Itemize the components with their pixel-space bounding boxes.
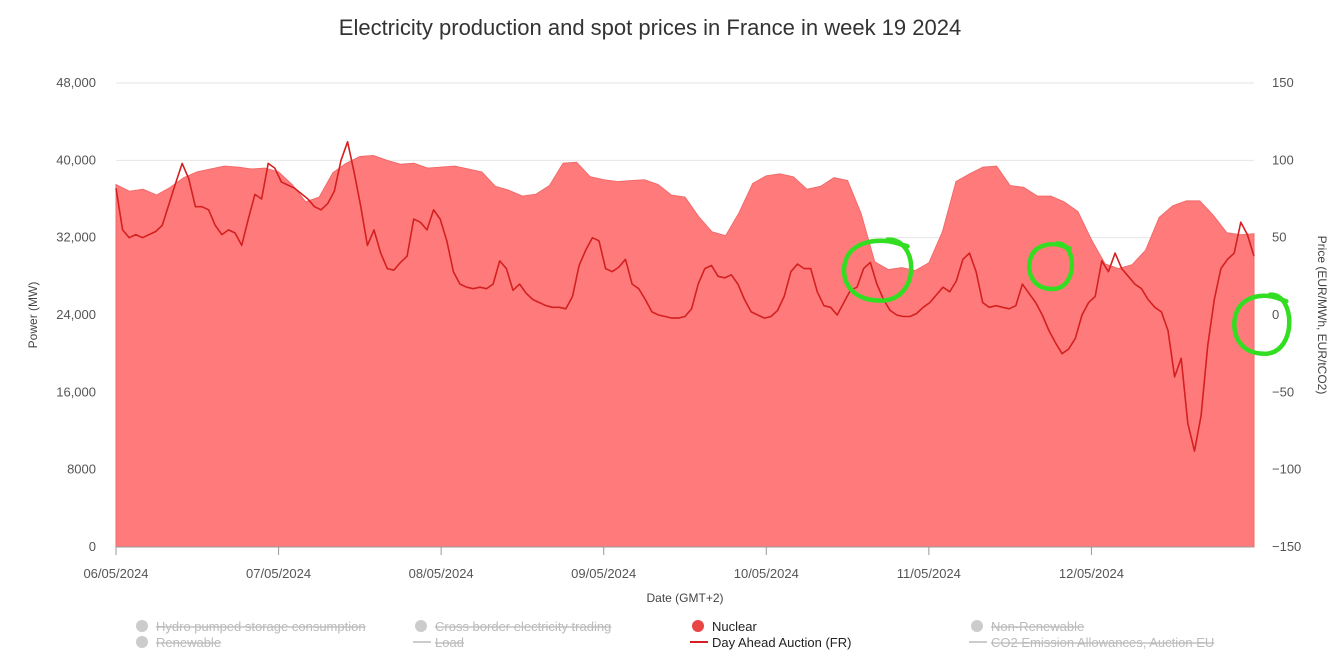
chart-title: Electricity production and spot prices i… <box>339 15 961 40</box>
y-left-tick-label: 40,000 <box>56 152 96 167</box>
legend-item[interactable]: Cross border electricity trading <box>415 619 611 634</box>
x-tick-label: 12/05/2024 <box>1059 566 1124 581</box>
y-right-tick-label: 0 <box>1272 307 1279 322</box>
legend-item[interactable]: Non-Renewable <box>971 619 1084 634</box>
x-tick-label: 08/05/2024 <box>409 566 474 581</box>
y-right-tick-label: −100 <box>1272 462 1301 477</box>
x-tick-label: 10/05/2024 <box>734 566 799 581</box>
y-right-tick-label: 100 <box>1272 152 1294 167</box>
y-right-tick-label: −150 <box>1272 539 1301 554</box>
legend-label: Non-Renewable <box>991 619 1084 634</box>
y-left-tick-label: 0 <box>89 539 96 554</box>
day-ahead-price-line <box>115 141 1255 452</box>
annotations <box>841 237 1292 356</box>
legend-label: Cross border electricity trading <box>435 619 611 634</box>
annotation-circle <box>841 237 914 303</box>
y-right-tick-label: 150 <box>1272 75 1294 90</box>
y-axis-right-title: Price (EUR/MWh, EUR/tCO2) <box>1315 236 1329 395</box>
y-left-tick-label: 8000 <box>67 462 96 477</box>
legend-marker-dot <box>415 620 427 632</box>
legend-marker-dot <box>971 620 983 632</box>
x-tick-label: 09/05/2024 <box>571 566 636 581</box>
axes: 0 8000 16,000 24,000 32,000 40,000 48,000 −150 −… <box>56 75 1301 581</box>
legend: Hydro pumped storage consumptionRenewabl… <box>136 619 1214 650</box>
annotation-circle <box>1027 241 1075 292</box>
legend-label: Renewable <box>156 635 221 650</box>
y-right-tick-label: −50 <box>1272 384 1294 399</box>
y-left-tick-label: 32,000 <box>56 230 96 245</box>
legend-label: Day Ahead Auction (FR) <box>712 635 851 650</box>
legend-item[interactable]: Nuclear <box>692 619 757 634</box>
legend-marker-dot <box>692 620 704 632</box>
legend-item[interactable]: CO2 Emission Allowances, Auction EU <box>969 635 1214 650</box>
y-left-tick-label: 16,000 <box>56 384 96 399</box>
x-tick-label: 06/05/2024 <box>83 566 148 581</box>
legend-item[interactable]: Renewable <box>136 635 221 650</box>
legend-label: Nuclear <box>712 619 757 634</box>
legend-item[interactable]: Load <box>413 635 464 650</box>
legend-label: Hydro pumped storage consumption <box>156 619 366 634</box>
nuclear-area <box>115 154 1255 548</box>
legend-item[interactable]: Hydro pumped storage consumption <box>136 619 366 634</box>
x-axis-title: Date (GMT+2) <box>646 591 723 605</box>
y-axis-left-title: Power (MW) <box>26 282 40 349</box>
y-left-tick-label: 24,000 <box>56 307 96 322</box>
annotation-circle <box>1232 292 1292 356</box>
x-tick-label: 11/05/2024 <box>897 566 961 581</box>
legend-label: CO2 Emission Allowances, Auction EU <box>991 635 1214 650</box>
plot-area <box>115 154 1255 548</box>
legend-marker-dot <box>136 620 148 632</box>
legend-marker-dot <box>136 636 148 648</box>
x-tick-label: 07/05/2024 <box>246 566 311 581</box>
legend-item[interactable]: Day Ahead Auction (FR) <box>690 635 851 650</box>
legend-label: Load <box>435 635 464 650</box>
price-line-layer <box>115 141 1255 452</box>
y-left-tick-label: 48,000 <box>56 75 96 90</box>
y-right-tick-label: 50 <box>1272 230 1286 245</box>
